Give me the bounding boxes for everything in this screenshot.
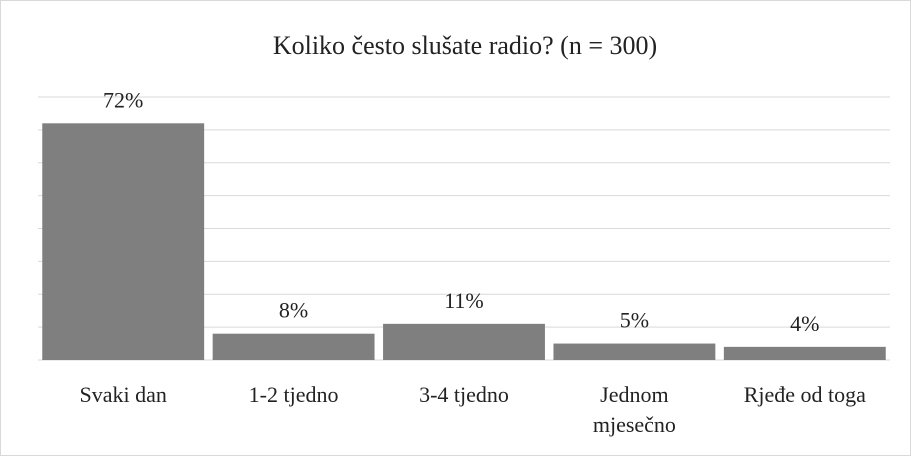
bar [42,123,205,360]
bar [212,333,375,360]
x-tick-label: Svaki dan [79,382,167,407]
data-label: 4% [790,311,819,336]
bar [553,343,716,360]
x-tick-label: 3-4 tjedno [419,382,509,407]
data-label: 72% [103,87,143,112]
x-tick-label: 1-2 tjedno [248,382,339,407]
chart-title: Koliko često slušate radio? (n = 300) [273,31,657,60]
data-label: 11% [444,288,484,313]
data-label: 8% [279,298,308,323]
x-tick-label: Jednom mjesečno [592,382,676,437]
bar [383,323,545,360]
bar [723,346,886,360]
data-label: 5% [620,308,649,333]
x-tick-label: Rjeđe od toga [743,382,866,407]
